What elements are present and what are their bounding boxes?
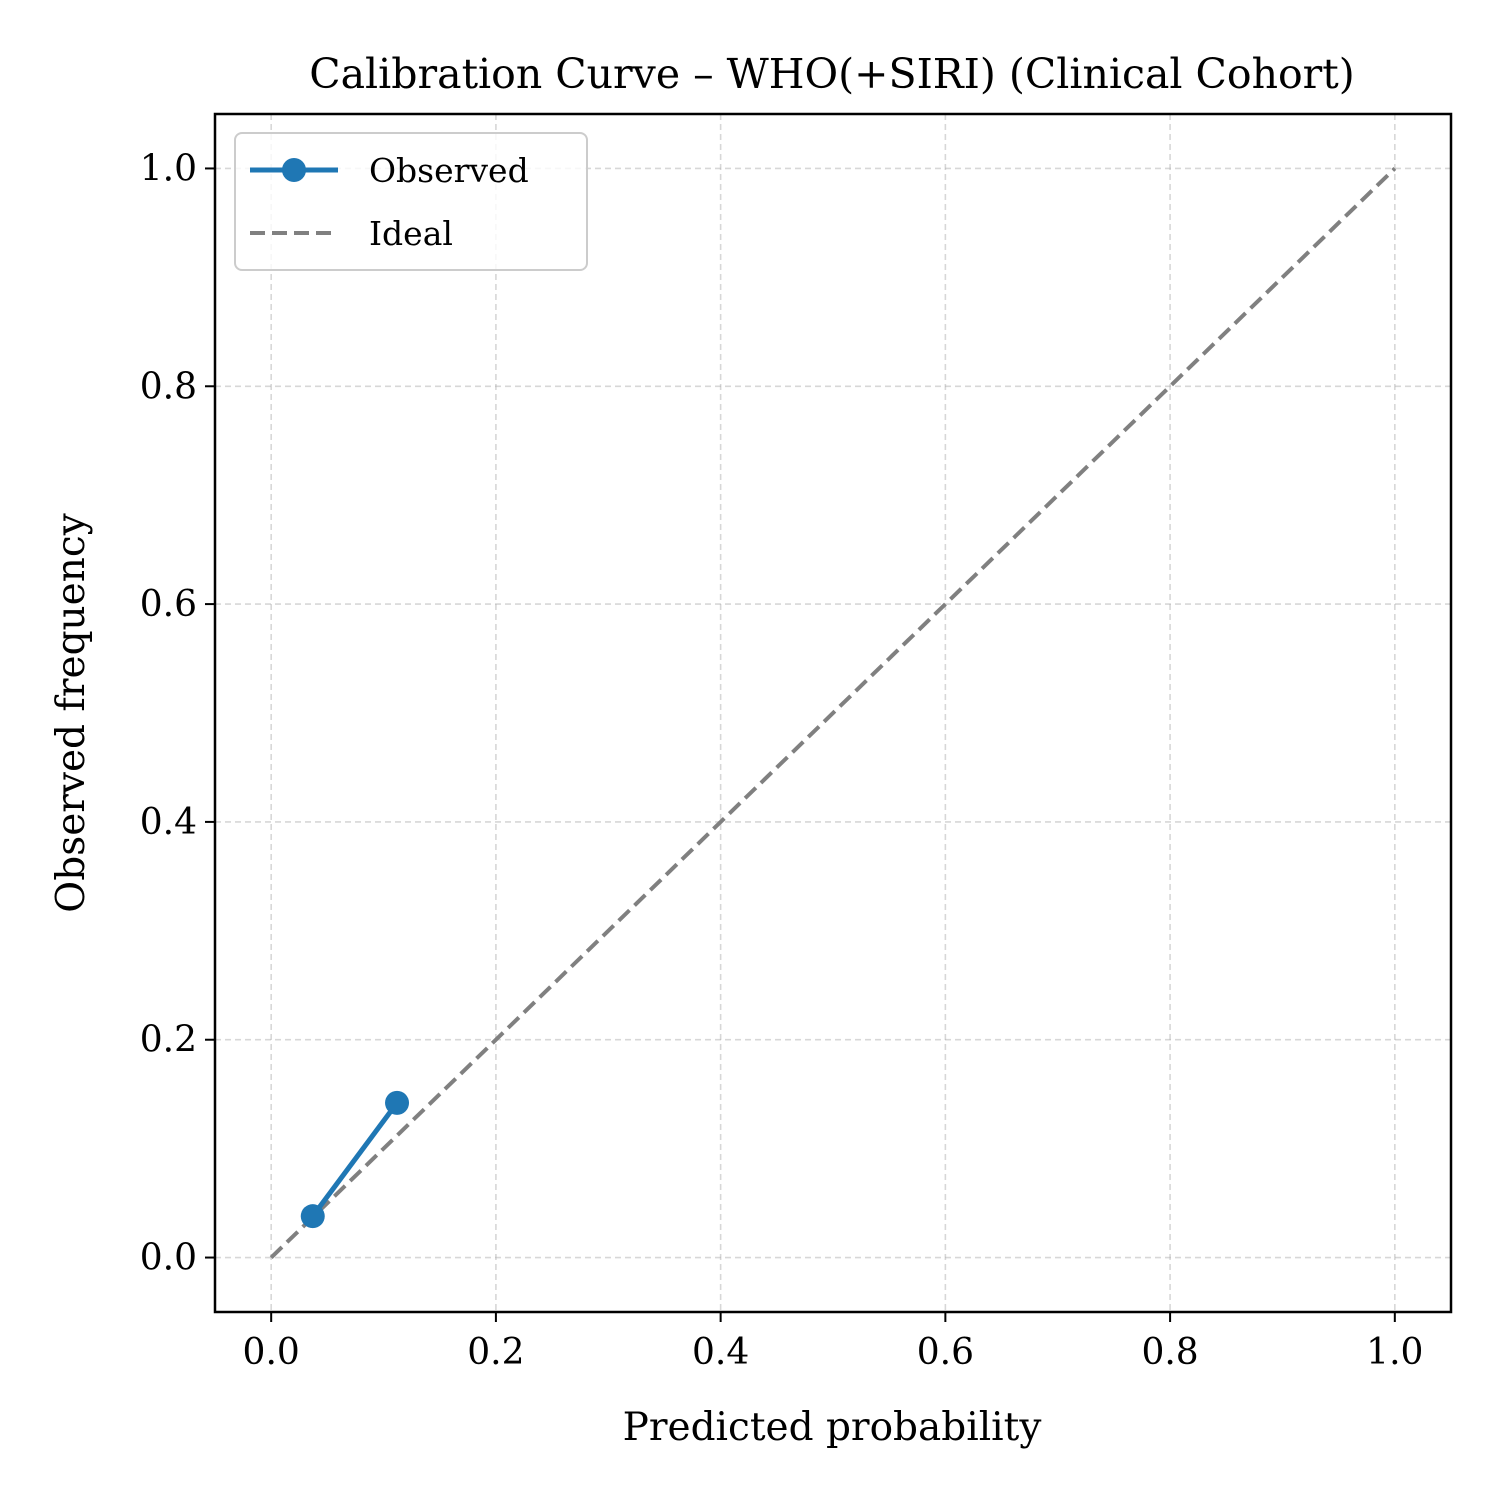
x-tick-label: 1.0 xyxy=(1366,1332,1423,1373)
plot-frame xyxy=(213,112,1453,1314)
y-axis-label: Observed frequency xyxy=(49,513,94,912)
chart-title: Calibration Curve – WHO(+SIRI) (Clinical… xyxy=(309,50,1355,98)
ideal-series xyxy=(269,167,1397,1259)
legend-box xyxy=(234,132,588,271)
x-axis-label: Predicted probability xyxy=(623,1405,1042,1450)
legend-ideal-label: Ideal xyxy=(369,214,453,253)
y-tick-label: 0.6 xyxy=(140,584,197,625)
x-tick-label: 0.6 xyxy=(917,1332,974,1373)
y-tick-label: 0.0 xyxy=(140,1238,197,1279)
legend: Observed Ideal xyxy=(234,132,588,271)
x-tick-label: 0.8 xyxy=(1141,1332,1198,1373)
y-tick-label: 1.0 xyxy=(140,148,197,189)
legend-observed-label: Observed xyxy=(369,151,529,190)
observed-point xyxy=(385,1090,410,1115)
observed-line xyxy=(310,1101,400,1218)
x-tick-label: 0.2 xyxy=(467,1332,524,1373)
y-tick-label: 0.4 xyxy=(140,802,197,843)
y-tick-label: 0.2 xyxy=(140,1020,197,1061)
observed-point xyxy=(300,1204,325,1229)
x-axis-ticks: 0.0 0.2 0.4 0.6 0.8 1.0 xyxy=(243,1312,1423,1373)
observed-series xyxy=(300,1090,410,1229)
x-tick-label: 0.0 xyxy=(243,1332,300,1373)
y-axis-ticks: 0.0 0.2 0.4 0.6 0.8 1.0 xyxy=(140,148,215,1279)
y-tick-label: 0.8 xyxy=(140,366,197,407)
ideal-line xyxy=(269,167,1397,1259)
x-tick-label: 0.4 xyxy=(692,1332,749,1373)
legend-observed-marker xyxy=(282,158,306,182)
